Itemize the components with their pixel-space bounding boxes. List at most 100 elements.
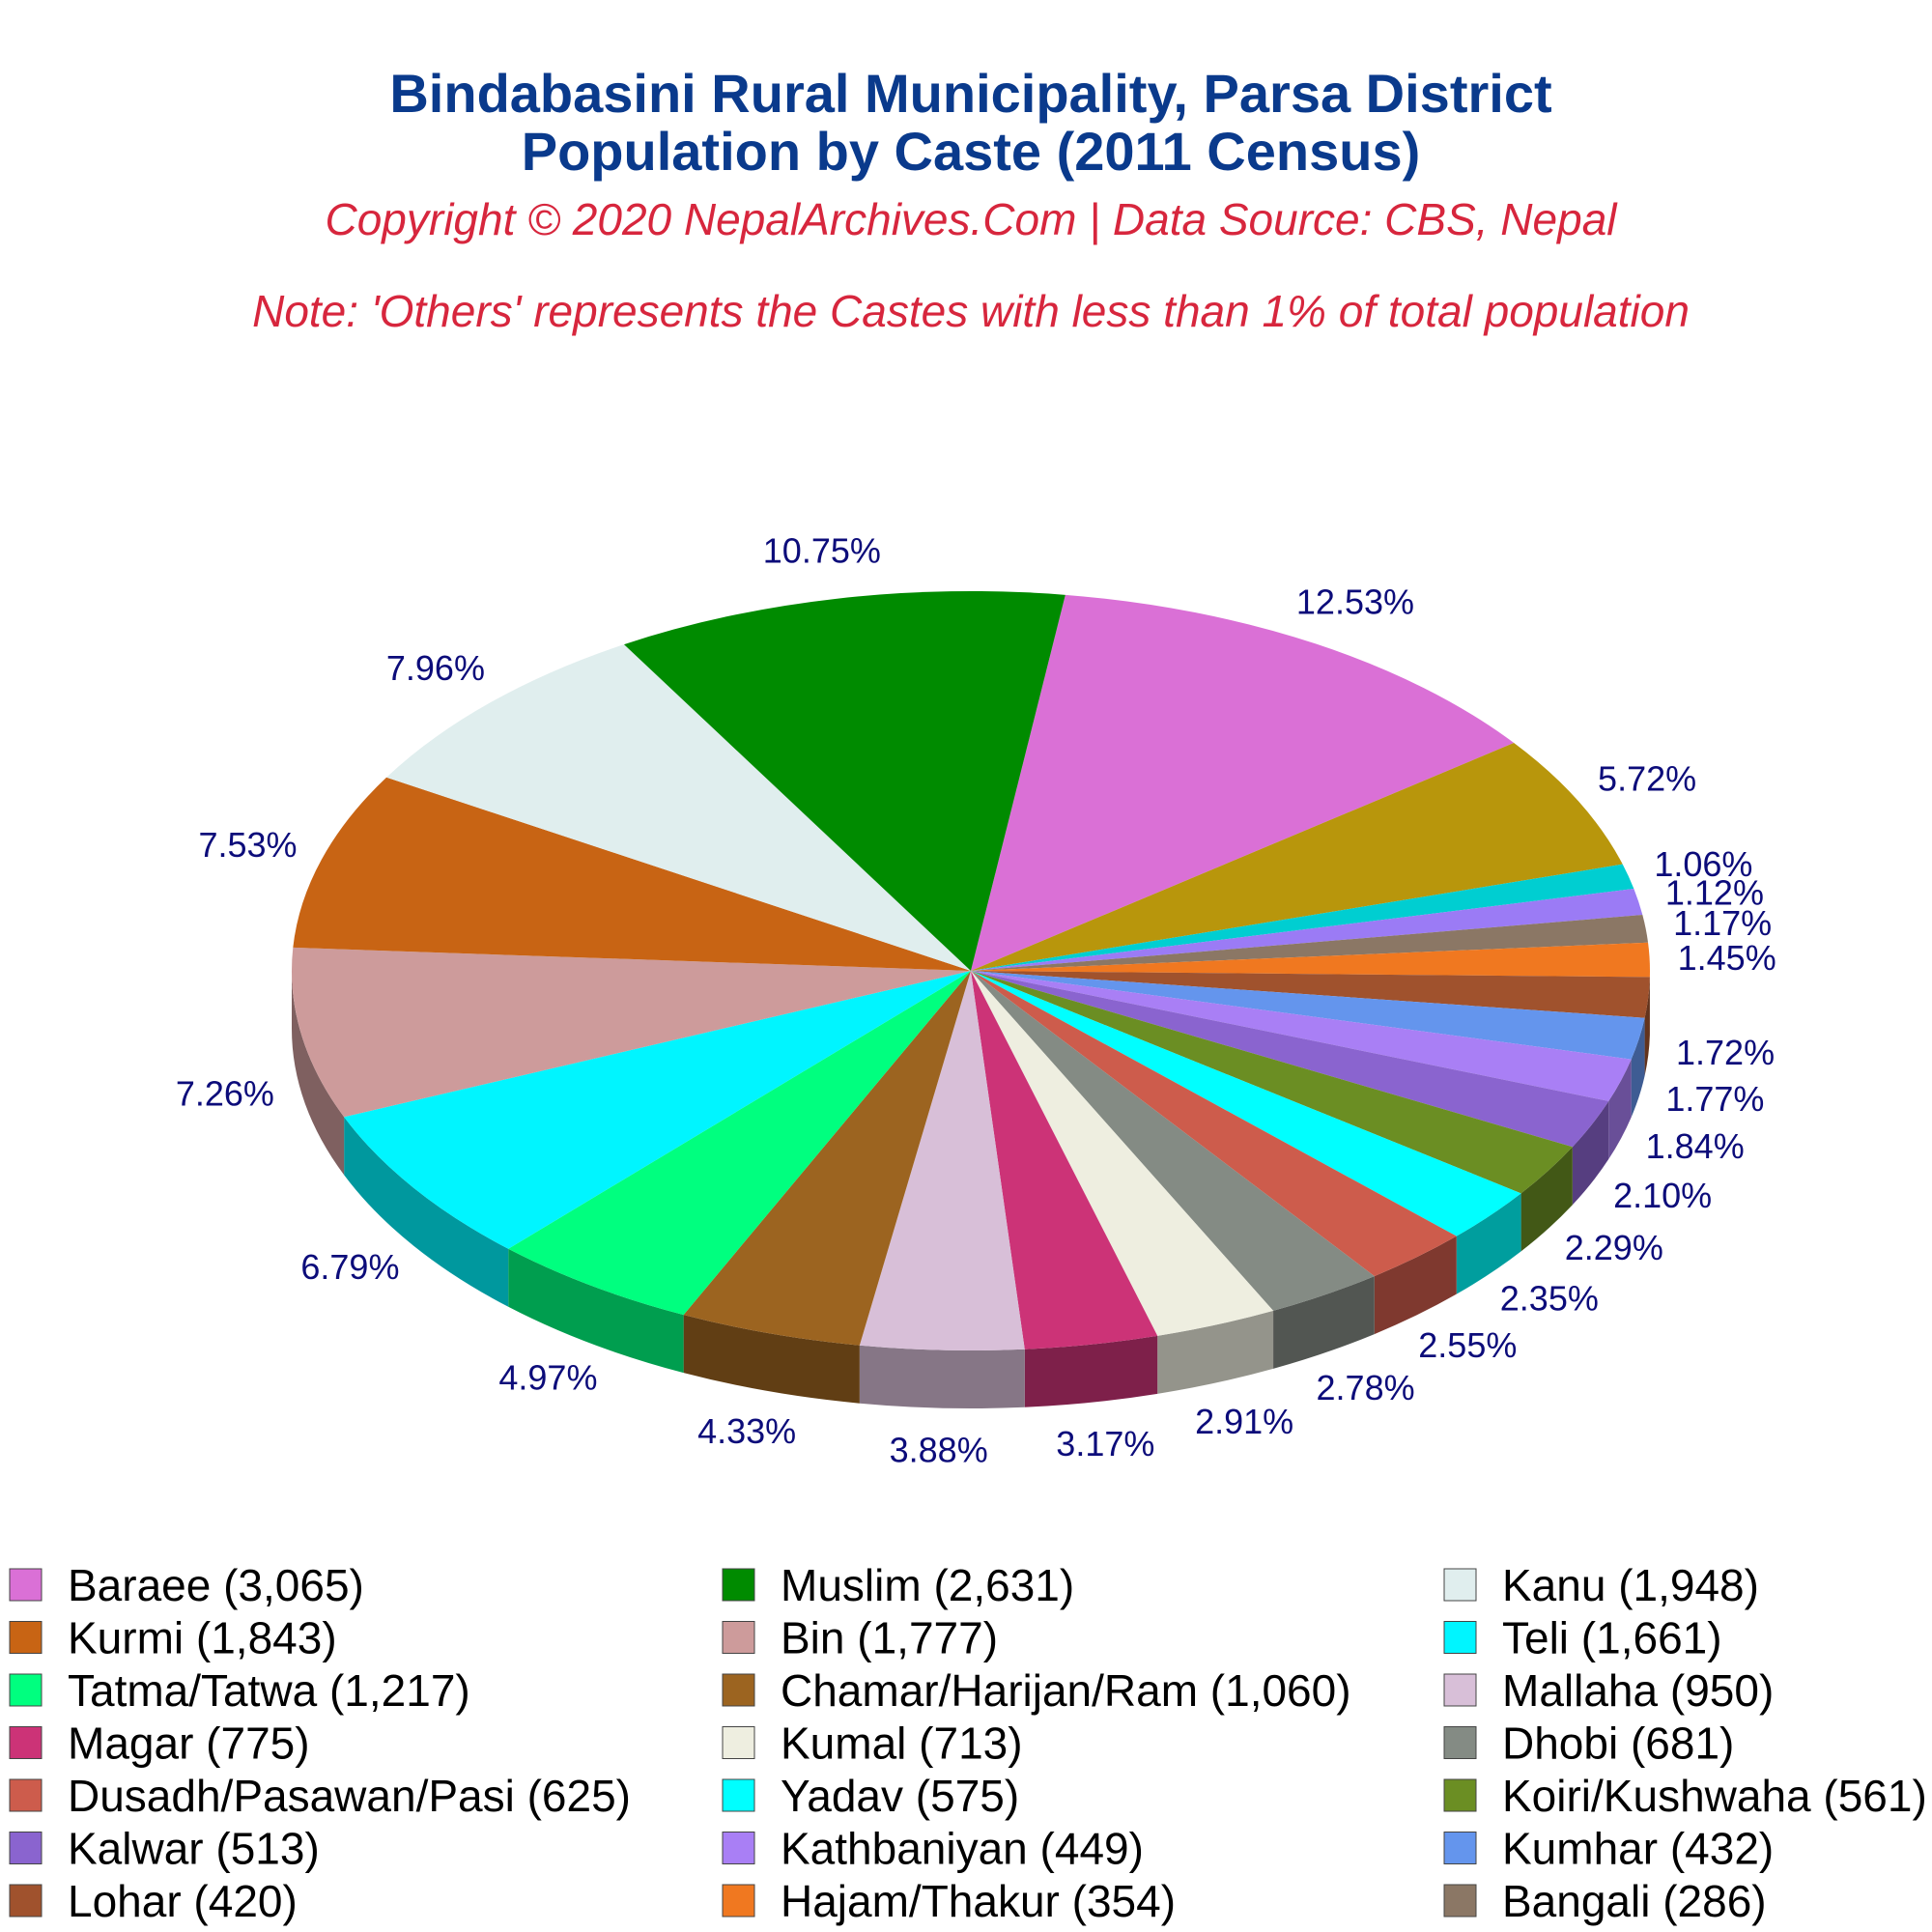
percent-label-kanu: 7.96% (386, 648, 485, 688)
legend-swatch (1443, 1673, 1477, 1707)
slice-bin (292, 947, 971, 1118)
legend-item-lohar: Lohar (420) (9, 1876, 298, 1926)
pie-sides (292, 971, 1650, 1408)
slice-kathbaniyan (971, 971, 1632, 1101)
slice-others (971, 743, 1623, 971)
percent-label-kurmi: 7.53% (198, 825, 297, 865)
legend-swatch (1443, 1726, 1477, 1759)
legend-swatch (9, 1673, 43, 1707)
slice-sonar (971, 864, 1634, 971)
slice-side-tatma-tatwa (508, 1248, 684, 1374)
slice-terai-others (971, 888, 1643, 971)
legend-label: Koiri/Kushwaha (561) (1502, 1771, 1927, 1821)
legend-item-kalwar: Kalwar (513) (9, 1824, 320, 1874)
legend-label: Kumhar (432) (1502, 1824, 1774, 1874)
percent-label-kalwar: 2.10% (1613, 1176, 1712, 1215)
legend-label: Lohar (420) (68, 1876, 298, 1926)
slice-side-kumal (1157, 1310, 1274, 1394)
percent-label-teli: 6.79% (300, 1247, 399, 1287)
legend-item-yadav: Yadav (575) (722, 1771, 1019, 1821)
legend-label: Muslim (2,631) (781, 1560, 1074, 1610)
legend-item-kathbaniyan: Kathbaniyan (449) (722, 1824, 1144, 1874)
legend-item-others: Others (1,400) (1502, 1929, 1789, 1932)
percent-label-lohar: 1.72% (1676, 1033, 1775, 1072)
percent-label-dhobi: 2.78% (1317, 1368, 1415, 1407)
legend-label: Kathbaniyan (449) (781, 1824, 1144, 1874)
legend-label: Magar (775) (68, 1719, 310, 1769)
percent-label-hajam-thakur: 1.45% (1678, 938, 1776, 978)
legend-item-mallaha: Mallaha (950) (1443, 1665, 1774, 1716)
legend-item-sonar: Sonar (259) (781, 1929, 1015, 1932)
legend-item-magar: Magar (775) (9, 1719, 310, 1769)
legend-swatch (9, 1778, 43, 1812)
slice-dhobi (971, 971, 1375, 1311)
percent-label-kathbaniyan: 1.84% (1646, 1126, 1745, 1166)
legend-swatch (722, 1884, 755, 1918)
legend-label: Baraee (3,065) (68, 1560, 364, 1610)
legend-label: Dhobi (681) (1502, 1719, 1734, 1769)
slice-kalwar (971, 971, 1609, 1148)
slice-dusadh-pasawan-pasi (971, 971, 1457, 1277)
percent-label-dusadh-pasawan-pasi: 2.55% (1418, 1325, 1517, 1365)
legend-label: Hajam/Thakur (354) (781, 1876, 1176, 1926)
legend-label: Sonar (259) (781, 1929, 1015, 1932)
percent-label-chamar-harijan-ram: 4.33% (697, 1411, 796, 1451)
slice-koiri-kushwaha (971, 971, 1573, 1194)
slice-side-koiri-kushwaha (1520, 1147, 1573, 1252)
slice-lohar (971, 971, 1650, 1018)
slice-hajam-thakur (971, 942, 1650, 978)
legend-label: Kurmi (1,843) (68, 1613, 337, 1663)
slice-teli (344, 971, 971, 1249)
legend-item-bin: Bin (1,777) (722, 1613, 998, 1663)
legend-item-tatma-tatwa: Tatma/Tatwa (1,217) (9, 1665, 470, 1716)
slice-bangali (971, 915, 1649, 971)
legend-item-kumhar: Kumhar (432) (1443, 1824, 1774, 1874)
percent-label-sonar: 1.06% (1654, 844, 1752, 884)
slice-side-dhobi (1273, 1276, 1375, 1369)
percent-label-bin: 7.26% (176, 1074, 274, 1114)
percent-label-mallaha: 3.88% (890, 1431, 988, 1470)
slice-side-chamar-harijan-ram (683, 1315, 860, 1404)
note-subtitle: Note: 'Others' represents the Castes wit… (252, 286, 1690, 336)
legend-item-terai-others: Terai Others (273) (68, 1929, 426, 1932)
legend-label: Kalwar (513) (68, 1824, 320, 1874)
legend-label: Bin (1,777) (781, 1613, 998, 1663)
slice-side-kalwar (1572, 1100, 1609, 1206)
legend-swatch (9, 1832, 43, 1864)
legend-item-koiri-kushwaha: Koiri/Kushwaha (561) (1443, 1771, 1927, 1821)
percent-label-magar: 3.17% (1056, 1424, 1154, 1463)
legend-swatch (1443, 1884, 1477, 1918)
slice-side-kumhar (1631, 1017, 1645, 1118)
legend-label: Terai Others (273) (68, 1929, 426, 1932)
legend-item-dusadh-pasawan-pasi: Dusadh/Pasawan/Pasi (625) (9, 1771, 631, 1821)
slice-kumhar (971, 971, 1645, 1060)
legend-item-baraee: Baraee (3,065) (9, 1560, 364, 1610)
legend-item-bangali: Bangali (286) (1443, 1876, 1767, 1926)
slice-mallaha (859, 971, 1025, 1351)
percent-label-yadav: 2.35% (1500, 1278, 1599, 1318)
percent-label-bangali: 1.17% (1673, 903, 1772, 943)
percent-label-others: 5.72% (1598, 759, 1696, 799)
legend-swatch (722, 1621, 755, 1654)
legend-item-kanu: Kanu (1,948) (1443, 1560, 1759, 1610)
legend-swatch (722, 1726, 755, 1759)
legend-label: Tatma/Tatwa (1,217) (68, 1665, 470, 1716)
slice-side-magar (1024, 1335, 1158, 1407)
legend-swatch (1443, 1778, 1477, 1812)
legend-item-kurmi: Kurmi (1,843) (9, 1613, 337, 1663)
legend-swatch (722, 1673, 755, 1707)
slice-kumal (971, 971, 1274, 1336)
slice-kurmi (293, 777, 971, 971)
slice-side-dusadh-pasawan-pasi (1374, 1236, 1457, 1335)
legend-swatch (1443, 1832, 1477, 1864)
percent-labels: 12.53% 5.72% 1.06%1.12%1.17%1.45% 1.72% 1.77… (176, 531, 1776, 1470)
chart-title-line2: Population by Caste (2011 Census) (522, 121, 1420, 182)
legend-swatch (9, 1621, 43, 1654)
legend-item-kumal: Kumal (713) (722, 1719, 1023, 1769)
slice-side-teli (344, 1117, 509, 1307)
percent-label-kumal: 2.91% (1195, 1402, 1293, 1441)
legend-label: Mallaha (950) (1502, 1665, 1774, 1716)
pie-slices (292, 591, 1650, 1351)
legend-swatch (722, 1778, 755, 1812)
legend-label: Yadav (575) (781, 1771, 1019, 1821)
